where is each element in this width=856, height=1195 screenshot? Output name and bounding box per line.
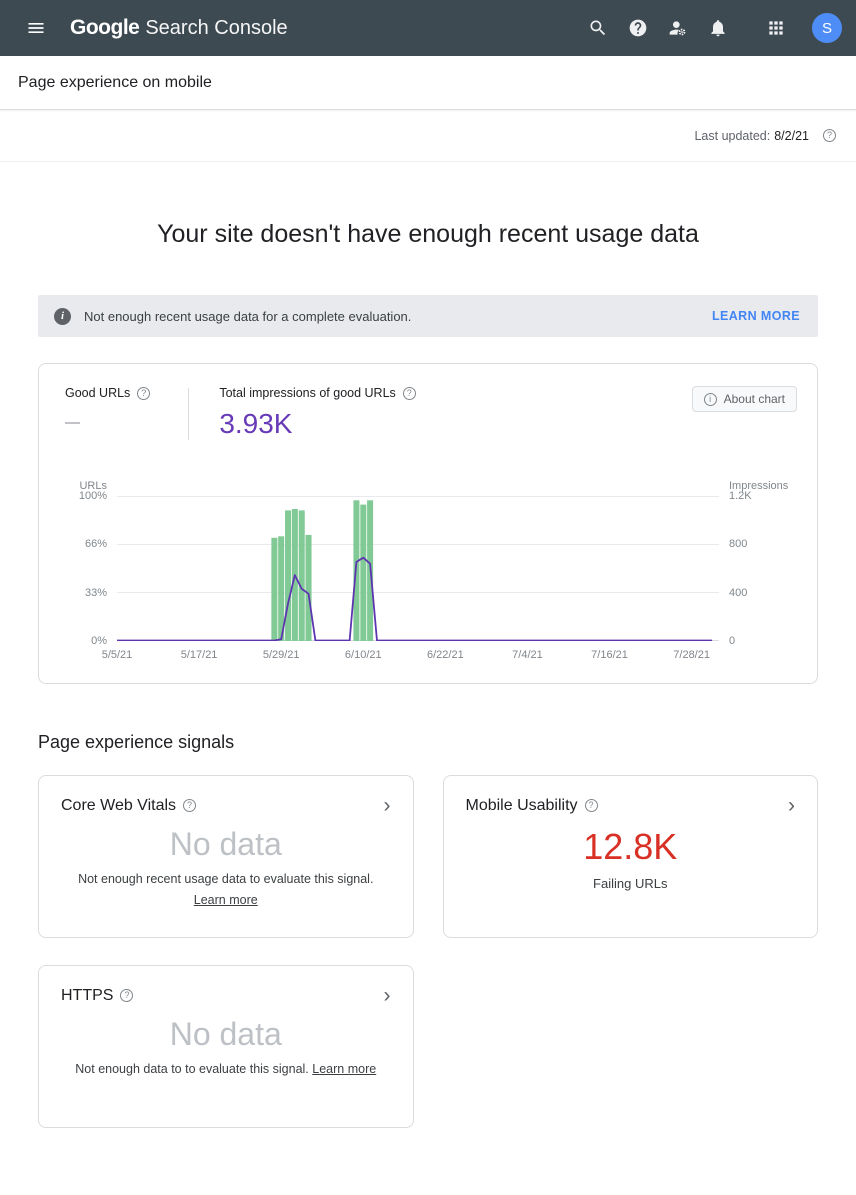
card-value: 12.8K bbox=[583, 826, 678, 867]
axis-tick-label: 66% bbox=[84, 538, 107, 551]
avatar-letter: S bbox=[821, 19, 832, 37]
last-updated-label: Last updated: bbox=[694, 128, 771, 143]
learn-more-link[interactable]: Learn more bbox=[193, 892, 258, 907]
main-heading: Your site doesn't have enough recent usa… bbox=[157, 220, 699, 248]
last-updated-value: 8/2/21 bbox=[774, 128, 809, 143]
card-value: No data bbox=[169, 826, 282, 862]
card-description: Not enough recent usage data to evaluate… bbox=[61, 870, 391, 910]
chart-area: URLs 100% 66% 33% 0% 5/5/21 5/17/21 5/29/21 6/… bbox=[39, 450, 817, 661]
help-icon[interactable]: ? bbox=[137, 386, 151, 400]
chart-card: Good URLs ? — Total impressions of good … bbox=[38, 363, 818, 684]
y-axis-right-title: Impressions bbox=[729, 480, 789, 492]
good-urls-metric: Good URLs ? — bbox=[65, 386, 151, 431]
good-urls-bar bbox=[271, 537, 278, 641]
axis-tick-label: 7/16/21 bbox=[591, 649, 628, 661]
user-settings-icon[interactable] bbox=[658, 8, 698, 48]
help-icon[interactable]: ? bbox=[183, 799, 197, 812]
axis-tick-label: 100% bbox=[78, 490, 107, 502]
impressions-label: Total impressions of good URLs bbox=[219, 386, 396, 400]
signals-heading: Page experience signals bbox=[38, 732, 235, 752]
good-urls-bar bbox=[285, 510, 292, 641]
axis-tick-label: 0% bbox=[91, 635, 107, 647]
axis-tick-label: 5/5/21 bbox=[101, 649, 133, 661]
good-urls-bar bbox=[278, 536, 285, 641]
google-search-console-logo[interactable]: Google Search Console bbox=[70, 16, 288, 40]
y-axis-right: Impressions 1.2K 800 400 0 bbox=[729, 480, 803, 661]
card-title: Mobile Usability bbox=[465, 796, 578, 814]
chevron-right-icon[interactable]: › bbox=[788, 794, 795, 817]
chart-canvas[interactable] bbox=[117, 496, 719, 641]
logo-suite-text: Search Console bbox=[145, 17, 288, 39]
chevron-right-icon[interactable]: › bbox=[383, 794, 391, 817]
good-urls-bar bbox=[298, 510, 305, 641]
y-axis-left-title: URLs bbox=[79, 480, 107, 492]
logo-google-text: Google bbox=[70, 16, 140, 39]
axis-tick-label: 7/4/21 bbox=[512, 649, 543, 661]
good-urls-value: — bbox=[65, 414, 80, 431]
learn-more-link[interactable]: Learn more bbox=[312, 1062, 377, 1076]
status-row: Last updated: 8/2/21 ? bbox=[0, 110, 856, 162]
https-card[interactable]: HTTPS ? › No data Not enough data to to … bbox=[38, 965, 414, 1128]
axis-tick-label: 800 bbox=[729, 538, 748, 551]
banner-message: Not enough recent usage data for a compl… bbox=[84, 308, 412, 324]
learn-more-link[interactable]: LEARN MORE bbox=[711, 309, 800, 323]
info-icon: i bbox=[54, 307, 71, 325]
core-web-vitals-card[interactable]: Core Web Vitals ? › No data Not enough r… bbox=[38, 775, 414, 938]
axis-tick-label: 5/29/21 bbox=[262, 649, 300, 661]
impressions-value: 3.93K bbox=[219, 408, 293, 439]
chart-summary-row: Good URLs ? — Total impressions of good … bbox=[39, 364, 817, 450]
notifications-bell-icon[interactable] bbox=[698, 8, 738, 48]
vertical-divider bbox=[188, 388, 190, 440]
axis-tick-label: 6/22/21 bbox=[427, 649, 464, 661]
page-title: Page experience on mobile bbox=[18, 73, 212, 91]
account-avatar[interactable]: S bbox=[812, 13, 842, 43]
help-icon[interactable]: ? bbox=[584, 799, 598, 812]
help-icon[interactable] bbox=[618, 8, 658, 48]
good-urls-bar bbox=[360, 504, 367, 641]
apps-grid-icon[interactable] bbox=[756, 8, 796, 48]
help-icon[interactable]: ? bbox=[823, 129, 836, 142]
app-header: Google Search Console S bbox=[0, 0, 856, 56]
impressions-line bbox=[117, 558, 712, 641]
y-axis-left: URLs 100% 66% 33% 0% bbox=[55, 480, 107, 661]
card-description-text: Not enough data to to evaluate this sign… bbox=[75, 1062, 309, 1076]
axis-tick-label: 6/10/21 bbox=[344, 649, 382, 661]
info-banner: i Not enough recent usage data for a com… bbox=[38, 295, 818, 337]
axis-tick-label: 0 bbox=[729, 635, 736, 647]
good-urls-bar bbox=[305, 534, 312, 641]
about-chart-button[interactable]: i About chart bbox=[691, 386, 797, 412]
mobile-usability-card[interactable]: Mobile Usability ? › 12.8K Failing URLs bbox=[442, 775, 818, 938]
card-description: Failing URLs bbox=[593, 876, 668, 891]
good-urls-label: Good URLs bbox=[65, 386, 131, 400]
axis-tick-label: 5/17/21 bbox=[180, 649, 218, 661]
axis-tick-label: 33% bbox=[84, 586, 107, 599]
chevron-right-icon[interactable]: › bbox=[383, 984, 391, 1007]
axis-tick-label: 1.2K bbox=[729, 490, 752, 502]
signal-cards: Core Web Vitals ? › No data Not enough r… bbox=[38, 775, 818, 1128]
card-description-text: Not enough recent usage data to evaluate… bbox=[78, 872, 374, 886]
help-icon[interactable]: ? bbox=[120, 989, 134, 1002]
about-chart-label: About chart bbox=[723, 392, 785, 406]
x-axis: 5/5/21 5/17/21 5/29/21 6/10/21 6/22/21 7/4/21… bbox=[102, 641, 719, 661]
card-title: Core Web Vitals bbox=[61, 796, 177, 814]
card-description: Not enough data to to evaluate this sign… bbox=[61, 1060, 391, 1079]
info-outline-icon: i bbox=[703, 392, 717, 406]
impressions-metric: Total impressions of good URLs ? 3.93K bbox=[219, 386, 416, 440]
header-actions: S bbox=[578, 8, 842, 48]
help-icon[interactable]: ? bbox=[402, 386, 416, 400]
card-value: No data bbox=[169, 1016, 282, 1052]
chart-plot[interactable]: 5/5/21 5/17/21 5/29/21 6/10/21 6/22/21 7/4/21… bbox=[102, 480, 719, 661]
title-bar: Page experience on mobile bbox=[0, 56, 856, 110]
axis-tick-label: 400 bbox=[729, 586, 748, 599]
axis-tick-label: 7/28/21 bbox=[673, 649, 710, 661]
menu-icon[interactable] bbox=[16, 8, 56, 48]
card-title: HTTPS bbox=[61, 986, 114, 1004]
search-icon[interactable] bbox=[578, 8, 618, 48]
